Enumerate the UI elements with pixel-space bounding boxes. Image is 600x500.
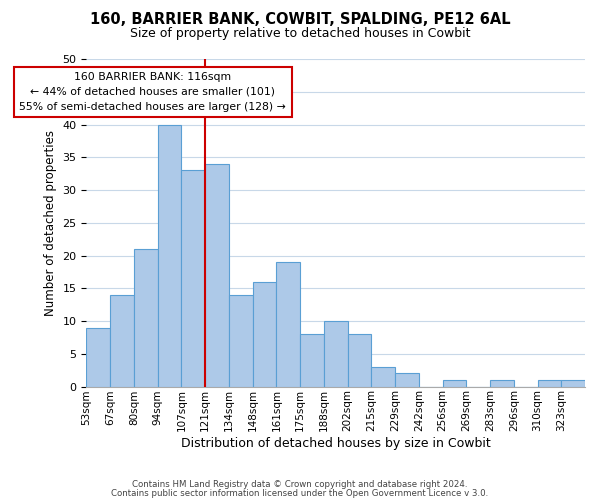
Bar	[395, 374, 419, 386]
Text: Size of property relative to detached houses in Cowbit: Size of property relative to detached ho…	[130, 28, 470, 40]
Bar	[86, 328, 110, 386]
Bar	[371, 367, 395, 386]
Bar	[490, 380, 514, 386]
Bar	[253, 282, 277, 387]
Bar	[300, 334, 324, 386]
Bar	[347, 334, 371, 386]
Bar	[110, 295, 134, 386]
Bar	[538, 380, 561, 386]
Bar	[277, 262, 300, 386]
Bar	[181, 170, 205, 386]
Bar	[561, 380, 585, 386]
Y-axis label: Number of detached properties: Number of detached properties	[44, 130, 57, 316]
X-axis label: Distribution of detached houses by size in Cowbit: Distribution of detached houses by size …	[181, 437, 491, 450]
Text: 160, BARRIER BANK, COWBIT, SPALDING, PE12 6AL: 160, BARRIER BANK, COWBIT, SPALDING, PE1…	[89, 12, 511, 28]
Text: Contains HM Land Registry data © Crown copyright and database right 2024.: Contains HM Land Registry data © Crown c…	[132, 480, 468, 489]
Text: 160 BARRIER BANK: 116sqm
← 44% of detached houses are smaller (101)
55% of semi-: 160 BARRIER BANK: 116sqm ← 44% of detach…	[19, 72, 286, 112]
Bar	[229, 295, 253, 386]
Bar	[158, 124, 181, 386]
Bar	[443, 380, 466, 386]
Bar	[324, 321, 347, 386]
Bar	[205, 164, 229, 386]
Text: Contains public sector information licensed under the Open Government Licence v : Contains public sector information licen…	[112, 489, 488, 498]
Bar	[134, 249, 158, 386]
